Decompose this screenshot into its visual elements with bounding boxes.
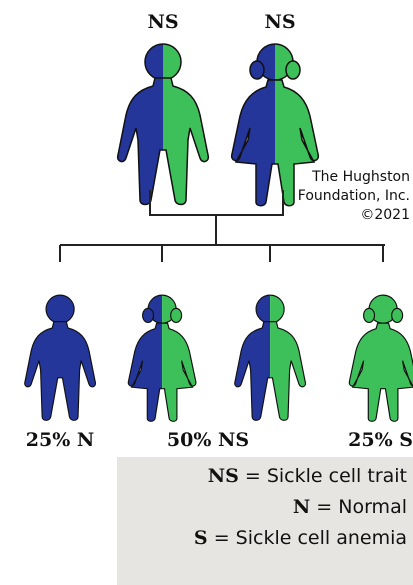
child-label: 25% S — [348, 429, 413, 451]
parent-figure — [232, 44, 319, 206]
child-label: 50% NS — [167, 429, 249, 451]
copyright: The Hughston — [311, 169, 410, 185]
child-figure — [128, 295, 196, 421]
legend-text: = Normal — [316, 496, 407, 518]
legend-text: = Sickle cell trait — [245, 465, 407, 487]
legend-key: N — [293, 496, 310, 518]
legend-row: NS = Sickle cell trait — [117, 461, 413, 492]
child-figure — [349, 295, 413, 421]
legend: NS = Sickle cell trait N = Normal S = Si… — [117, 457, 413, 585]
parent-figure — [118, 44, 209, 205]
child-label: 25% N — [26, 429, 94, 451]
legend-row: S = Sickle cell anemia — [117, 523, 413, 554]
parent-label: NS — [264, 11, 295, 33]
legend-text: = Sickle cell anemia — [214, 527, 407, 549]
legend-key: NS — [208, 465, 239, 487]
parent-label: NS — [147, 11, 178, 33]
child-figure — [25, 295, 96, 420]
child-figure — [235, 295, 306, 420]
copyright: ©2021 — [360, 207, 410, 223]
legend-key: S — [194, 527, 208, 549]
legend-row: N = Normal — [117, 492, 413, 523]
page: NS NS The Hughston Foundation, Inc. ©202… — [0, 0, 413, 585]
copyright: Foundation, Inc. — [298, 188, 410, 204]
